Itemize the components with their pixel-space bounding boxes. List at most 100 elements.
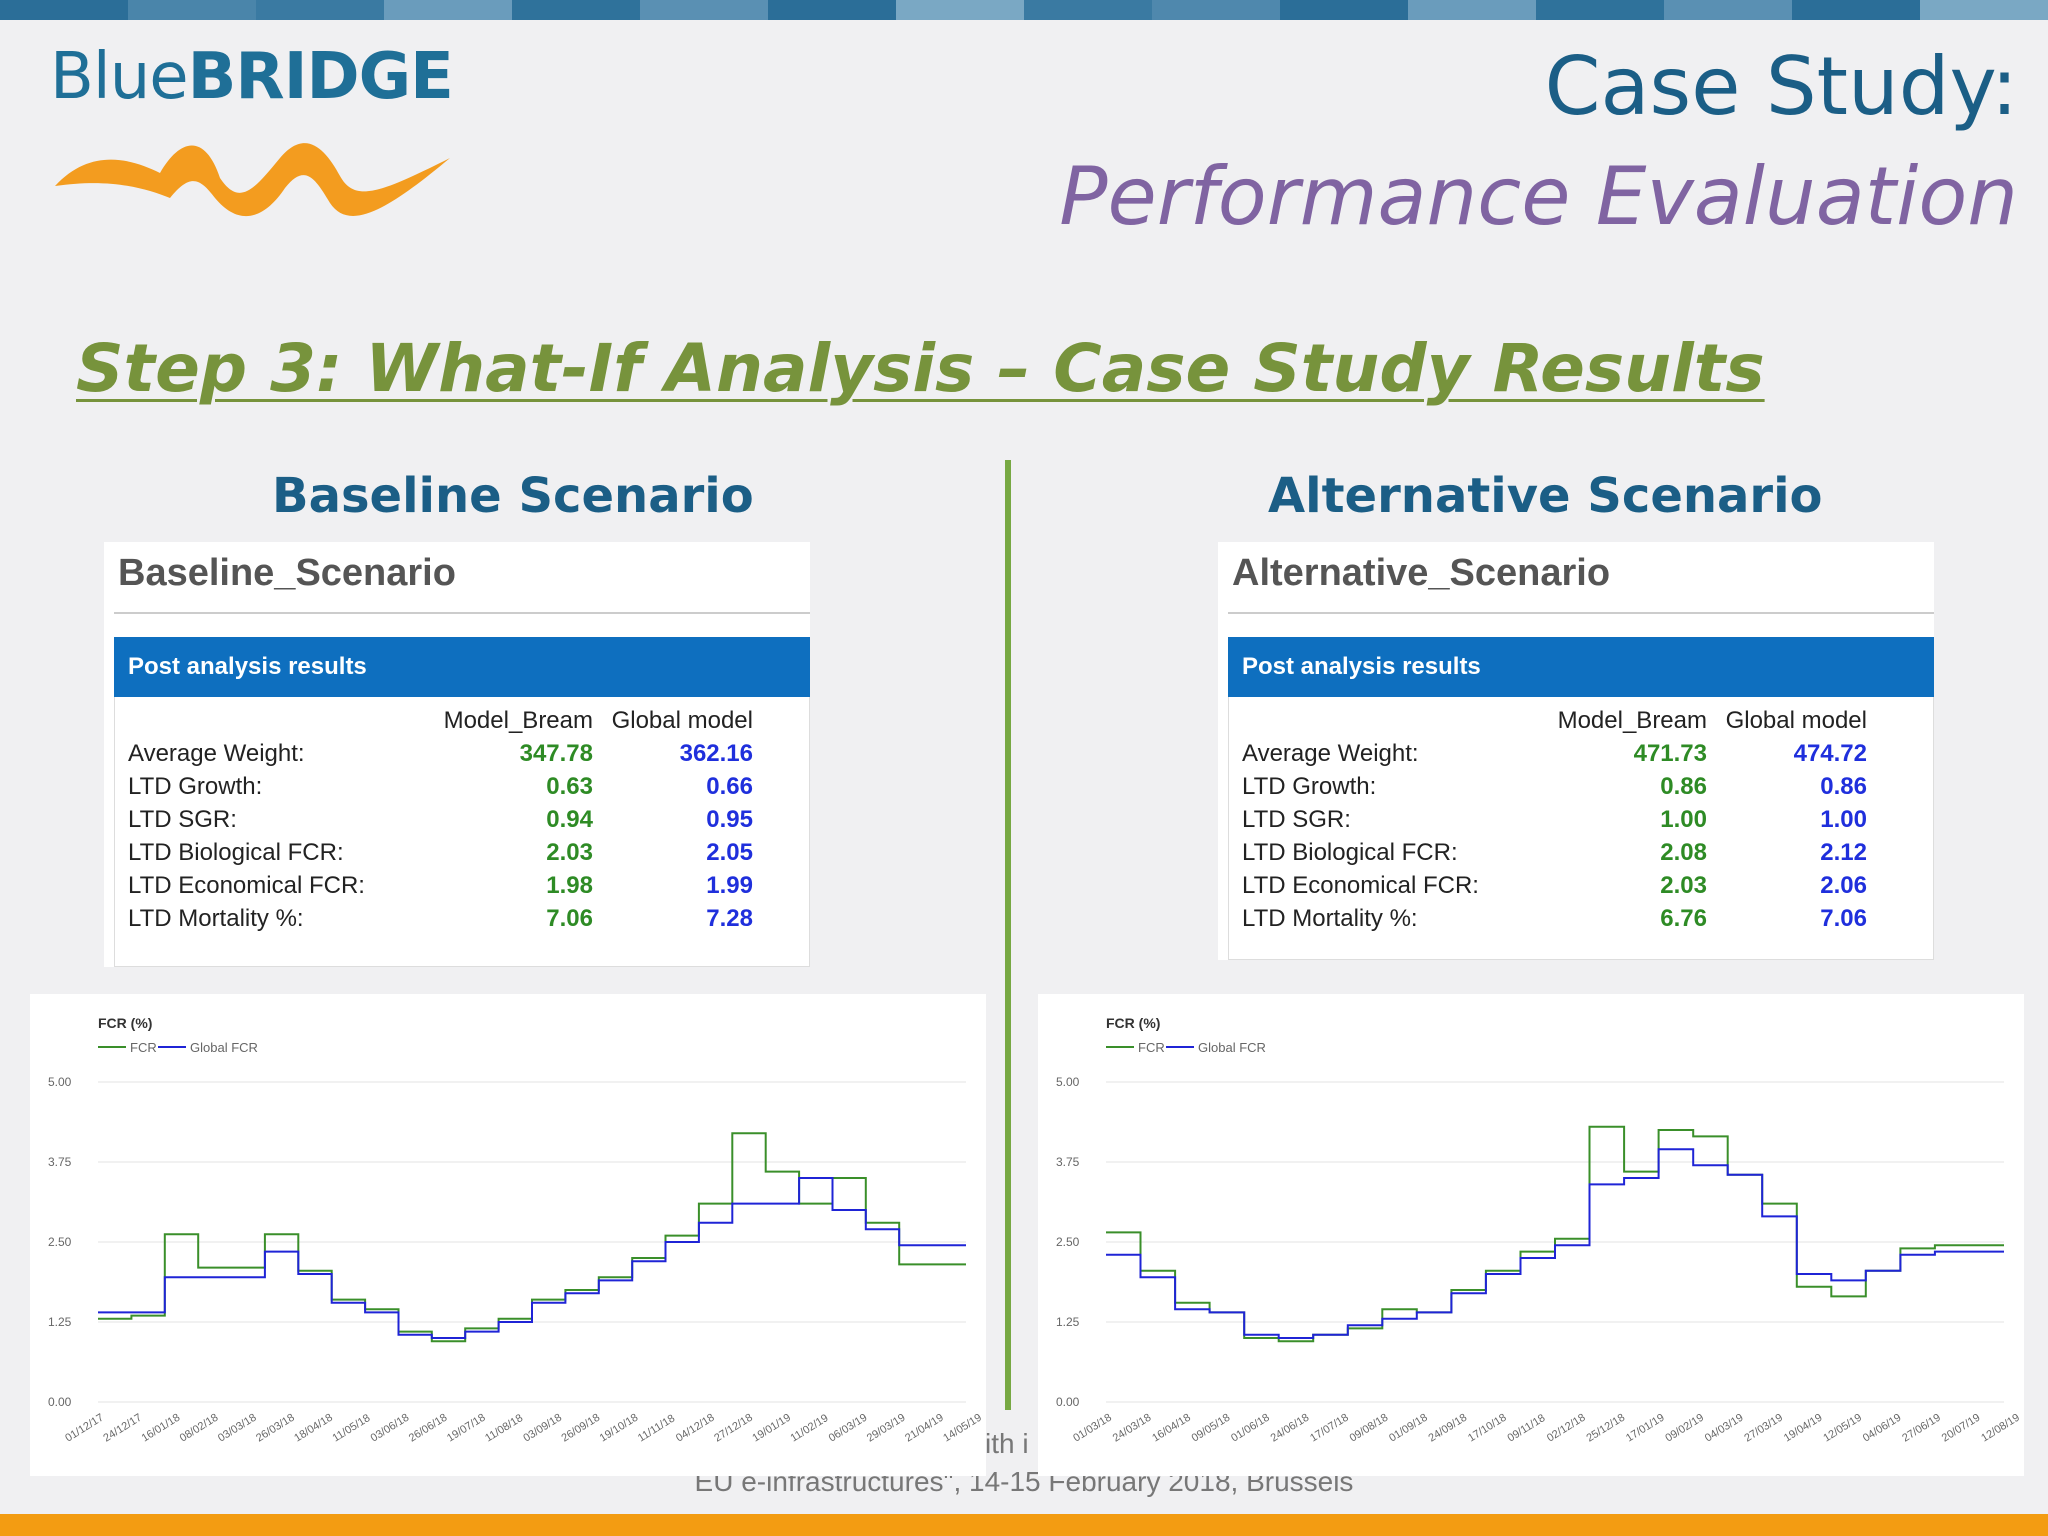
bluebridge-logo: BlueBRIDGE xyxy=(50,40,470,220)
x-tick-label: 01/09/18 xyxy=(1387,1412,1430,1445)
series-line-fcr xyxy=(1106,1125,2004,1343)
col-model-bream: Model_Bream xyxy=(443,706,593,734)
global-value: 1.99 xyxy=(706,871,753,899)
results-box xyxy=(114,697,810,967)
y-tick-label: 0.00 xyxy=(48,1395,72,1409)
panel-divider xyxy=(114,612,810,614)
alternative-results-panel: Alternative_Scenario Post analysis resul… xyxy=(1218,542,1934,960)
baseline-heading: Baseline Scenario xyxy=(272,468,754,524)
row-label: Average Weight: xyxy=(128,739,305,767)
x-tick-label: 11/11/18 xyxy=(636,1413,677,1445)
y-tick-label: 5.00 xyxy=(48,1075,72,1089)
table-row: LTD Growth: 0.86 0.86 xyxy=(1242,770,1867,803)
x-tick-label: 18/04/18 xyxy=(292,1412,335,1445)
bottom-color-bar xyxy=(0,1514,2048,1536)
row-label: LTD Economical FCR: xyxy=(128,871,365,899)
chart-title: FCR (%) xyxy=(1106,1015,1160,1031)
global-value: 362.16 xyxy=(679,739,753,767)
baseline-panel-title: Baseline_Scenario xyxy=(118,552,456,594)
results-box xyxy=(1228,697,1934,960)
col-global-model: Global model xyxy=(1725,706,1867,734)
x-tick-label: 01/06/18 xyxy=(1229,1412,1272,1445)
logo-text-blue: Blue xyxy=(50,40,189,114)
wave-icon xyxy=(55,143,450,217)
model-value: 1.98 xyxy=(546,871,593,899)
chart-title: FCR (%) xyxy=(98,1015,152,1031)
global-value: 0.95 xyxy=(706,805,753,833)
model-value: 0.86 xyxy=(1660,772,1707,800)
x-tick-label: 04/06/19 xyxy=(1861,1412,1904,1445)
baseline-results-panel: Baseline_Scenario Post analysis results … xyxy=(104,542,810,967)
x-tick-label: 16/01/18 xyxy=(140,1412,183,1445)
y-tick-label: 1.25 xyxy=(1056,1315,1080,1329)
global-value: 2.06 xyxy=(1820,871,1867,899)
x-tick-label: 03/03/18 xyxy=(216,1412,259,1445)
x-tick-label: 27/12/18 xyxy=(712,1412,755,1445)
row-label: LTD SGR: xyxy=(128,805,237,833)
model-value: 0.63 xyxy=(546,772,593,800)
x-tick-label: 09/08/18 xyxy=(1348,1412,1391,1445)
x-tick-label: 26/03/18 xyxy=(254,1412,297,1445)
x-tick-label: 12/05/19 xyxy=(1821,1412,1864,1445)
y-tick-label: 1.25 xyxy=(48,1315,72,1329)
x-tick-label: 17/01/19 xyxy=(1624,1412,1667,1445)
table-header-row: Model_Bream Global model xyxy=(128,704,753,737)
x-tick-label: 02/12/18 xyxy=(1545,1412,1588,1445)
global-value: 0.86 xyxy=(1820,772,1867,800)
table-row: LTD Biological FCR: 2.08 2.12 xyxy=(1242,836,1867,869)
model-value: 471.73 xyxy=(1633,739,1707,767)
panel-divider xyxy=(1228,612,1934,614)
alternative-fcr-chart: FCR (%) FCR Global FCR 0.00 1.25 2.50 3.75 5.00… xyxy=(1038,994,2024,1476)
baseline-fcr-chart: FCR (%) FCR Global FCR 0.00 1.25 2.50 3.75 5.00… xyxy=(30,994,986,1476)
x-tick-label: 26/06/18 xyxy=(407,1412,450,1445)
x-tick-label: 06/03/19 xyxy=(827,1412,870,1445)
x-tick-label: 25/12/18 xyxy=(1584,1412,1627,1445)
global-value: 1.00 xyxy=(1820,805,1867,833)
footer-fragment: ith i xyxy=(985,1428,1029,1459)
step-heading: Step 3: What-If Analysis – Case Study Re… xyxy=(76,330,1765,407)
y-tick-label: 2.50 xyxy=(48,1235,72,1249)
x-tick-label: 09/02/19 xyxy=(1663,1412,1706,1445)
x-tick-label: 27/06/19 xyxy=(1900,1412,1943,1445)
x-tick-label: 19/10/18 xyxy=(598,1412,641,1445)
x-tick-label: 11/05/18 xyxy=(330,1412,372,1444)
page-title-line2: Performance Evaluation xyxy=(1059,150,2018,243)
x-tick-label: 03/09/18 xyxy=(521,1412,564,1445)
series-line-global-fcr xyxy=(98,1177,966,1339)
global-value: 7.28 xyxy=(706,904,753,932)
alternative-panel-title: Alternative_Scenario xyxy=(1232,552,1611,594)
row-label: LTD SGR: xyxy=(1242,805,1351,833)
x-tick-label: 27/03/19 xyxy=(1742,1412,1785,1445)
top-color-bar xyxy=(0,0,2048,20)
model-value: 1.00 xyxy=(1660,805,1707,833)
model-value: 2.03 xyxy=(546,838,593,866)
model-value: 347.78 xyxy=(519,739,593,767)
global-value: 2.12 xyxy=(1820,838,1867,866)
table-row: LTD Economical FCR: 2.03 2.06 xyxy=(1242,869,1867,902)
table-row: LTD Mortality %: 6.76 7.06 xyxy=(1242,902,1867,935)
model-value: 2.08 xyxy=(1660,838,1707,866)
model-value: 7.06 xyxy=(546,904,593,932)
x-tick-label: 19/04/19 xyxy=(1782,1412,1825,1445)
row-label: LTD Biological FCR: xyxy=(128,838,344,866)
alternative-fcr-chart-svg: FCR (%) FCR Global FCR 0.00 1.25 2.50 3.75 5.00… xyxy=(1056,1015,2022,1445)
x-tick-label: 17/07/18 xyxy=(1308,1412,1351,1445)
row-label: LTD Mortality %: xyxy=(128,904,304,932)
page-title-line1: Case Study: xyxy=(1544,40,2018,133)
baseline-results-bar: Post analysis results xyxy=(114,637,810,697)
x-tick-label: 24/06/18 xyxy=(1269,1412,1312,1445)
x-tick-label: 04/12/18 xyxy=(674,1412,717,1445)
x-tick-label: 19/01/19 xyxy=(750,1412,793,1445)
x-tick-label: 19/07/18 xyxy=(445,1412,488,1445)
global-value: 0.66 xyxy=(706,772,753,800)
model-value: 6.76 xyxy=(1660,904,1707,932)
table-row: LTD SGR: 0.94 0.95 xyxy=(128,803,753,836)
y-tick-label: 3.75 xyxy=(48,1155,72,1169)
model-value: 2.03 xyxy=(1660,871,1707,899)
row-label: LTD Economical FCR: xyxy=(1242,871,1479,899)
alternative-results-bar: Post analysis results xyxy=(1228,637,1934,697)
x-tick-label: 24/12/17 xyxy=(101,1412,144,1445)
y-tick-label: 0.00 xyxy=(1056,1395,1080,1409)
table-row: LTD Growth: 0.63 0.66 xyxy=(128,770,753,803)
x-tick-label: 14/05/19 xyxy=(941,1412,984,1445)
